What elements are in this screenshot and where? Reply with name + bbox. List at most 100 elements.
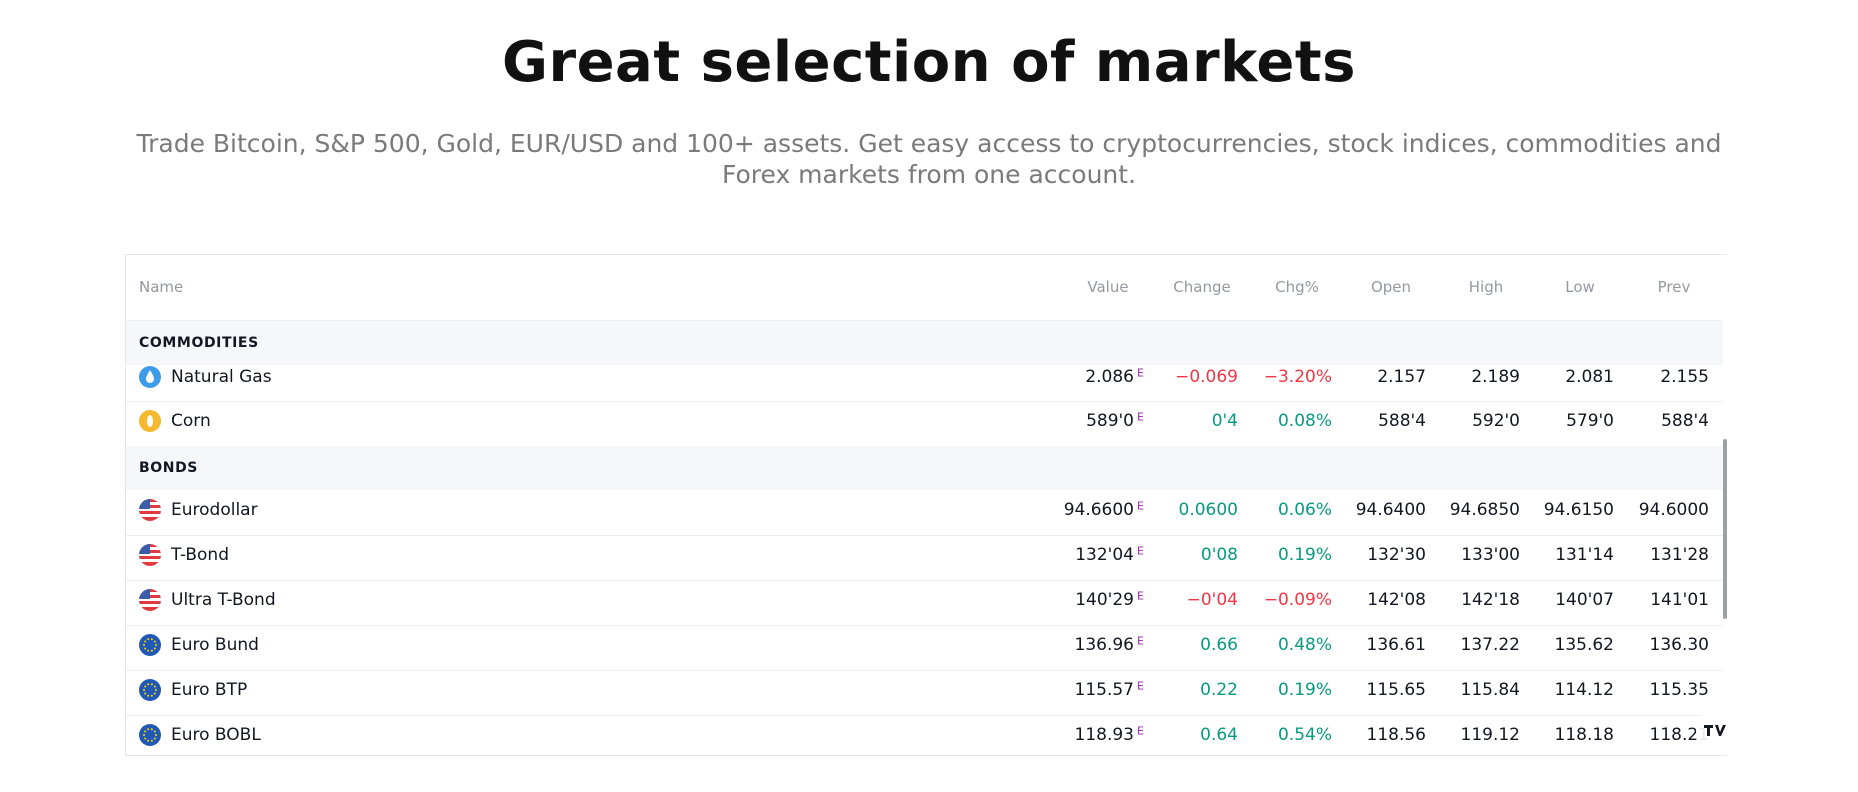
- cell-value: 135.62: [1554, 635, 1614, 655]
- cell-value: 118.93: [1074, 725, 1134, 745]
- cell-value: 136.96: [1074, 635, 1134, 655]
- cell-value: 2.189: [1471, 367, 1520, 387]
- cell-value: 118.21: [1649, 725, 1709, 745]
- asset-name[interactable]: Euro BTP: [171, 680, 248, 700]
- cell-value: −0'04: [1186, 590, 1238, 610]
- cell-value: 140'29: [1075, 590, 1134, 610]
- cell-value: 131'14: [1555, 545, 1614, 565]
- section-band: [126, 321, 1723, 365]
- scrollbar[interactable]: [1723, 439, 1727, 619]
- tradingview-logo: [1696, 715, 1727, 745]
- row-border: [126, 670, 1723, 671]
- cell-value: 115.65: [1366, 680, 1426, 700]
- delay-marker: E: [1137, 634, 1144, 648]
- asset-icon: [139, 724, 161, 746]
- cell-value: 131'28: [1650, 545, 1709, 565]
- cell-value: 140'07: [1555, 590, 1614, 610]
- cell-value: 2.155: [1660, 367, 1709, 387]
- asset-name[interactable]: T-Bond: [171, 545, 229, 565]
- column-header: Open: [1370, 278, 1412, 296]
- cell-value: 115.57: [1074, 680, 1134, 700]
- delay-marker: E: [1137, 499, 1144, 513]
- asset-name[interactable]: Eurodollar: [171, 500, 258, 520]
- cell-value: 94.6000: [1638, 500, 1709, 520]
- row-border: [126, 625, 1723, 626]
- cell-value: 94.6150: [1543, 500, 1614, 520]
- cell-value: 0.19%: [1277, 680, 1332, 700]
- column-header: Chg%: [1275, 278, 1319, 296]
- cell-value: 119.12: [1460, 725, 1520, 745]
- cell-value: 132'30: [1367, 545, 1426, 565]
- row-border: [126, 715, 1723, 716]
- asset-name[interactable]: Corn: [171, 411, 211, 431]
- column-header: Value: [1087, 278, 1129, 296]
- asset-icon: [139, 366, 161, 388]
- cell-value: 0.22: [1200, 680, 1238, 700]
- delay-marker: E: [1137, 410, 1144, 424]
- row-border: [126, 535, 1723, 536]
- row-border: [126, 401, 1723, 402]
- cell-value: 94.6850: [1449, 500, 1520, 520]
- asset-name[interactable]: Euro BOBL: [171, 725, 261, 745]
- asset-icon: [139, 544, 161, 566]
- cell-value: 0.54%: [1277, 725, 1332, 745]
- cell-value: 136.30: [1649, 635, 1709, 655]
- cell-value: −3.20%: [1263, 367, 1332, 387]
- asset-name[interactable]: Ultra T-Bond: [171, 590, 276, 610]
- asset-icon: [139, 634, 161, 656]
- cell-value: 142'08: [1367, 590, 1426, 610]
- asset-name[interactable]: Euro Bund: [171, 635, 259, 655]
- cell-value: 0.0600: [1178, 500, 1238, 520]
- asset-icon: [139, 410, 161, 432]
- cell-value: 132'04: [1075, 545, 1134, 565]
- cell-value: 94.6600: [1063, 500, 1134, 520]
- cell-value: 0.06%: [1277, 500, 1332, 520]
- cell-value: 94.6400: [1355, 500, 1426, 520]
- cell-value: 2.157: [1377, 367, 1426, 387]
- cell-value: 0.64: [1200, 725, 1238, 745]
- title: Great selection of markets: [501, 30, 1356, 95]
- cell-value: −0.069: [1175, 367, 1238, 387]
- column-header: Name: [139, 278, 184, 296]
- delay-marker: E: [1137, 544, 1144, 558]
- delay-marker: E: [1137, 724, 1144, 738]
- cell-value: 141'01: [1650, 590, 1709, 610]
- asset-icon: [139, 589, 161, 611]
- subtitle: Trade Bitcoin, S&P 500, Gold, EUR/USD an…: [130, 128, 1728, 190]
- row-border: [126, 580, 1723, 581]
- cell-value: 2.086: [1085, 367, 1134, 387]
- cell-value: 579'0: [1566, 411, 1614, 431]
- cell-value: 136.61: [1366, 635, 1426, 655]
- cell-value: 2.081: [1565, 367, 1614, 387]
- delay-marker: E: [1137, 679, 1144, 693]
- delay-marker: E: [1137, 589, 1144, 603]
- asset-icon: [139, 679, 161, 701]
- cell-value: 115.35: [1649, 680, 1709, 700]
- column-header: High: [1468, 278, 1504, 296]
- cell-value: 588'4: [1661, 411, 1709, 431]
- section-band: [126, 446, 1723, 490]
- cell-value: 0.19%: [1277, 545, 1332, 565]
- subtitle-line: Trade Bitcoin, S&P 500, Gold, EUR/USD an…: [136, 129, 1722, 158]
- cell-value: 118.18: [1554, 725, 1614, 745]
- column-header: Change: [1173, 278, 1231, 296]
- cell-value: 115.84: [1460, 680, 1520, 700]
- asset-name[interactable]: Natural Gas: [171, 367, 272, 387]
- cell-value: 114.12: [1554, 680, 1614, 700]
- cell-value: −0.09%: [1263, 590, 1332, 610]
- cell-value: 589'0: [1086, 411, 1134, 431]
- cell-value: 118.56: [1366, 725, 1426, 745]
- subtitle-line: Forex markets from one account.: [721, 160, 1137, 189]
- cell-value: 0'08: [1200, 545, 1238, 565]
- cell-value: 0.66: [1200, 635, 1238, 655]
- cell-value: 137.22: [1460, 635, 1520, 655]
- cell-value: 0'4: [1211, 411, 1238, 431]
- section-title: COMMODITIES: [139, 335, 259, 351]
- cell-value: 0.48%: [1277, 635, 1332, 655]
- cell-value: 588'4: [1378, 411, 1426, 431]
- delay-marker: E: [1137, 366, 1144, 380]
- cell-value: 133'00: [1461, 545, 1520, 565]
- cell-value: 592'0: [1472, 411, 1520, 431]
- column-header: Prev: [1657, 278, 1691, 296]
